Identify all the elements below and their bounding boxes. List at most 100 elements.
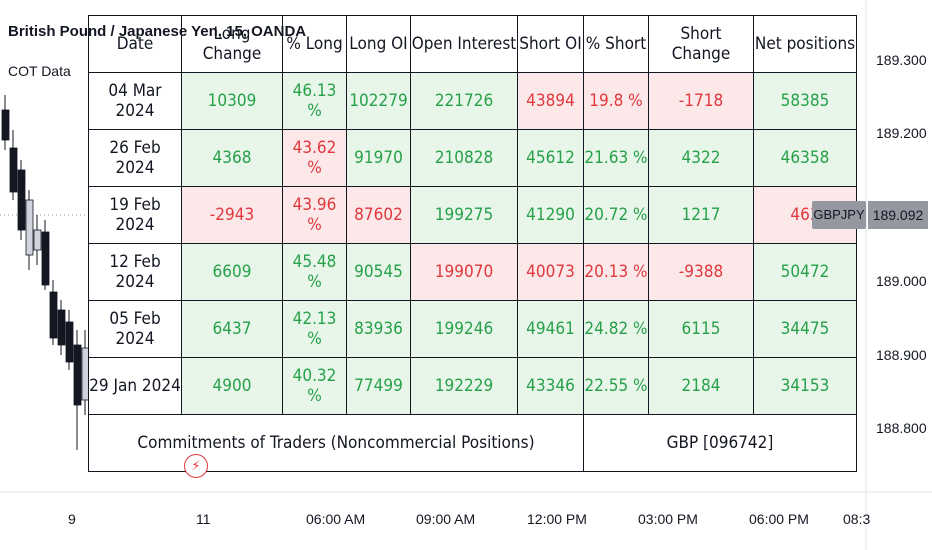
cell-net-positions: 50472 [753,243,857,301]
cell-short-change: 2184 [648,357,754,415]
cell-short-change: -1718 [648,72,754,130]
cell-date: 05 Feb 2024 [88,300,182,358]
header-date: Date [88,15,182,73]
cell-long-oi: 83936 [346,300,411,358]
chart-title: British Pound / Japanese Yen, 15, OANDA [8,23,307,40]
candle-body [65,321,74,363]
cell-short-oi: 45612 [517,129,584,187]
cell-open-interest: 199275 [410,186,518,244]
table-footer-row: Commitments of Traders (Noncommercial Po… [88,414,857,472]
header-long-oi: Long OI [346,15,411,73]
candle-body [1,109,10,141]
cell-pct-long: 46.13 % [282,72,347,130]
symbol-tag: GBPJPY [812,201,866,229]
cell-date: 19 Feb 2024 [88,186,182,244]
y-axis-label: 188.900 [876,347,927,363]
cell-long-oi: 91970 [346,129,411,187]
header-pct-long: % Long [282,15,347,73]
y-axis-label: 189.300 [876,52,927,68]
header-open-interest: Open Interest [410,15,518,73]
current-price-label: 189.092 [868,201,928,229]
cell-date: 26 Feb 2024 [88,129,182,187]
cot-table: Date Long Change % Long Long OI Open Int… [88,15,857,472]
y-axis-label: 189.000 [876,273,927,289]
cell-pct-short: 19.8 % [583,72,649,130]
cell-long-change: 6437 [181,300,283,358]
cell-short-oi: 43894 [517,72,584,130]
cell-long-change: 4900 [181,357,283,415]
cell-short-change: -9388 [648,243,754,301]
candle-body [33,229,42,251]
cell-long-oi: 87602 [346,186,411,244]
candle-body [41,231,50,286]
table-row: 12 Feb 2024 6609 45.48 % 90545 199070 40… [88,243,857,301]
header-short-change: Short Change [648,15,754,73]
y-axis-label: 189.200 [876,125,927,141]
table-row: 05 Feb 2024 6437 42.13 % 83936 199246 49… [88,300,857,358]
cell-net-positions: 46358 [753,129,857,187]
footer-currency-code: GBP [096742] [583,414,857,472]
cell-short-oi: 49461 [517,300,584,358]
table-row: 26 Feb 2024 4368 43.62 % 91970 210828 45… [88,129,857,187]
cell-net-positions: 34153 [753,357,857,415]
cell-long-oi: 77499 [346,357,411,415]
indicator-name[interactable]: COT Data [8,63,71,79]
cell-net-positions: 463 [753,186,857,244]
cell-open-interest: 199246 [410,300,518,358]
cell-open-interest: 221726 [410,72,518,130]
x-axis-label: 11 [196,511,211,527]
cell-long-change: 6609 [181,243,283,301]
cell-pct-long: 43.96 % [282,186,347,244]
x-axis-label: 9 [68,511,76,527]
cell-pct-short: 21.63 % [583,129,649,187]
cell-net-positions: 58385 [753,72,857,130]
cell-pct-short: 24.82 % [583,300,649,358]
cell-long-change: 4368 [181,129,283,187]
candle-body [57,309,66,346]
candle-body [25,199,34,256]
candle-body [17,169,26,231]
table-row: 04 Mar 2024 10309 46.13 % 102279 221726 … [88,72,857,130]
cell-date: 29 Jan 2024 [88,357,182,415]
cell-pct-long: 43.62 % [282,129,347,187]
table-row: 29 Jan 2024 4900 40.32 % 77499 192229 43… [88,357,857,415]
cell-date: 12 Feb 2024 [88,243,182,301]
cell-short-oi: 41290 [517,186,584,244]
cell-net-positions: 34475 [753,300,857,358]
cell-short-change: 4322 [648,129,754,187]
y-axis-label: 188.800 [876,420,927,436]
table-row: 19 Feb 2024 -2943 43.96 % 87602 199275 4… [88,186,857,244]
cell-open-interest: 192229 [410,357,518,415]
x-axis-label: 06:00 PM [749,511,809,527]
x-axis-label: 06:00 AM [306,511,366,527]
header-short-oi: Short OI [517,15,584,73]
x-axis-label: 08:3 [843,511,871,527]
header-net-positions: Net positions [753,15,857,73]
header-long-change: Long Change [181,15,283,73]
cell-short-change: 6115 [648,300,754,358]
candle-body [49,291,58,339]
cell-pct-long: 42.13 % [282,300,347,358]
x-axis-label: 09:00 AM [416,511,476,527]
cell-open-interest: 199070 [410,243,518,301]
candle-body [73,344,82,406]
cell-long-change: -2943 [181,186,283,244]
lightning-icon[interactable]: ⚡ [184,454,208,478]
cell-long-oi: 90545 [346,243,411,301]
cell-open-interest: 210828 [410,129,518,187]
cell-short-change: 1217 [648,186,754,244]
cell-pct-long: 45.48 % [282,243,347,301]
footer-report-name: Commitments of Traders (Noncommercial Po… [88,414,584,472]
x-axis-label: 03:00 PM [638,511,698,527]
cell-pct-long: 40.32 % [282,357,347,415]
cell-long-oi: 102279 [346,72,411,130]
header-pct-short: % Short [583,15,649,73]
cell-pct-short: 22.55 % [583,357,649,415]
cell-long-change: 10309 [181,72,283,130]
cell-short-oi: 43346 [517,357,584,415]
cell-short-oi: 40073 [517,243,584,301]
cell-pct-short: 20.72 % [583,186,649,244]
cell-pct-short: 20.13 % [583,243,649,301]
candle-body [9,147,18,193]
x-axis-label: 12:00 PM [527,511,587,527]
